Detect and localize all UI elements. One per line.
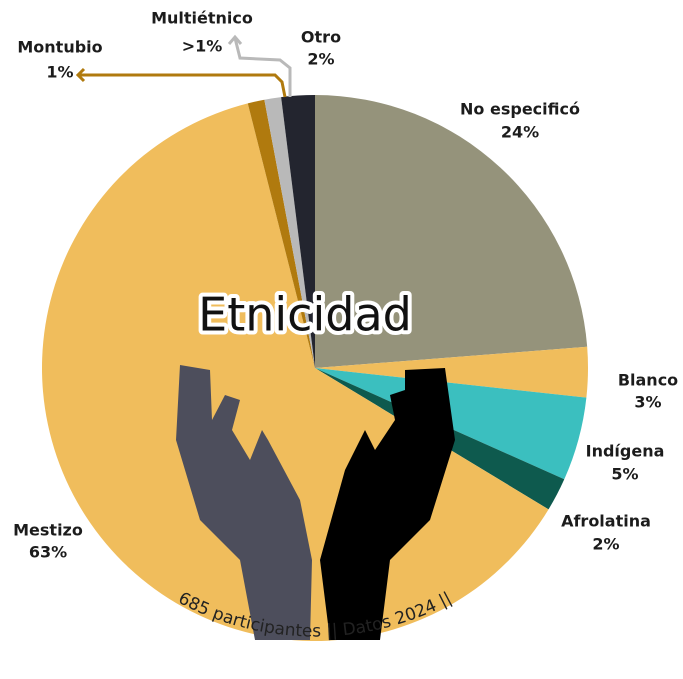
slice-label: Montubio — [17, 38, 102, 57]
leader-arrow — [75, 67, 86, 83]
slice-value-label: 24% — [501, 123, 539, 142]
leader-arrow — [227, 34, 243, 45]
pie-slice — [264, 97, 315, 368]
pie-slice — [315, 346, 588, 398]
slice-label: Multiétnico — [151, 9, 253, 28]
hand-right — [320, 368, 455, 640]
slice-label: Afrolatina — [561, 512, 651, 531]
pie-slice — [281, 95, 315, 368]
slice-label: Blanco — [618, 371, 678, 390]
pie-slice — [315, 95, 588, 368]
slice-value-label: >1% — [182, 37, 223, 56]
hand-left — [176, 365, 312, 640]
slice-label: No especificó — [460, 100, 580, 119]
leader-line — [233, 37, 292, 97]
slice-label: Otro — [301, 28, 341, 47]
slice-value-label: 5% — [611, 465, 638, 484]
slice-value-label: 1% — [46, 63, 73, 82]
leader-line — [78, 73, 287, 98]
pie-slice — [247, 99, 315, 369]
slice-value-label: 63% — [29, 543, 67, 562]
chart-title: Etnicidad — [198, 288, 412, 342]
slice-value-label: 2% — [592, 535, 619, 554]
slice-value-label: 2% — [307, 50, 334, 69]
slices — [42, 95, 588, 641]
slice-value-label: 3% — [634, 393, 661, 412]
slice-label: Mestizo — [13, 521, 83, 540]
slice-label: Indígena — [586, 442, 665, 461]
